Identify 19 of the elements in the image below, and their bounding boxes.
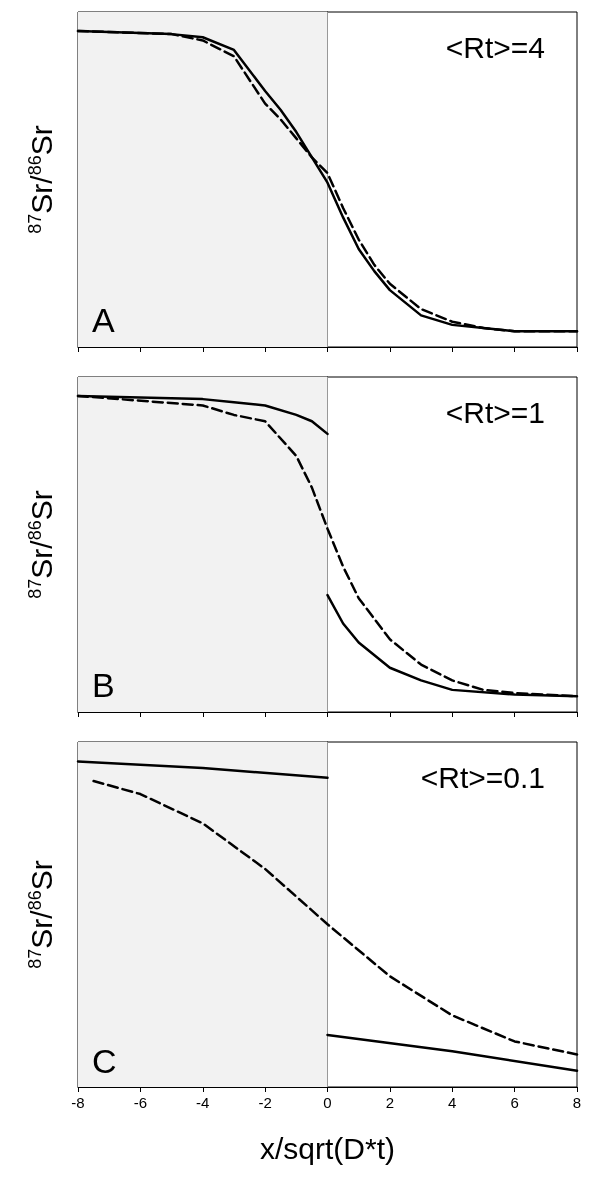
y-axis-title: 87Sr/86Sr (24, 490, 58, 599)
x-tick-label: 6 (510, 1094, 519, 1111)
x-tick-label: 4 (448, 1094, 457, 1111)
y-axis-title: 87Sr/86Sr (24, 860, 58, 969)
annotation: A (92, 301, 115, 339)
x-axis-title: x/sqrt(D*t) (260, 1131, 395, 1165)
annotation: B (92, 666, 115, 704)
x-tick-label: -6 (133, 1094, 148, 1111)
x-tick-label: -2 (258, 1094, 272, 1111)
x-tick-label: -8 (71, 1094, 85, 1111)
y-axis-title: 87Sr/86Sr (24, 125, 58, 234)
annotation: <Rt>=1 (445, 395, 546, 429)
x-tick-label: 8 (572, 1094, 582, 1111)
x-tick-label: -4 (196, 1094, 210, 1111)
annotation: <Rt>=4 (445, 30, 546, 64)
annotation: C (92, 1042, 117, 1080)
x-tick-label: 0 (323, 1094, 332, 1111)
x-tick-label: 2 (385, 1094, 395, 1111)
annotation: <Rt>=0.1 (420, 760, 545, 794)
